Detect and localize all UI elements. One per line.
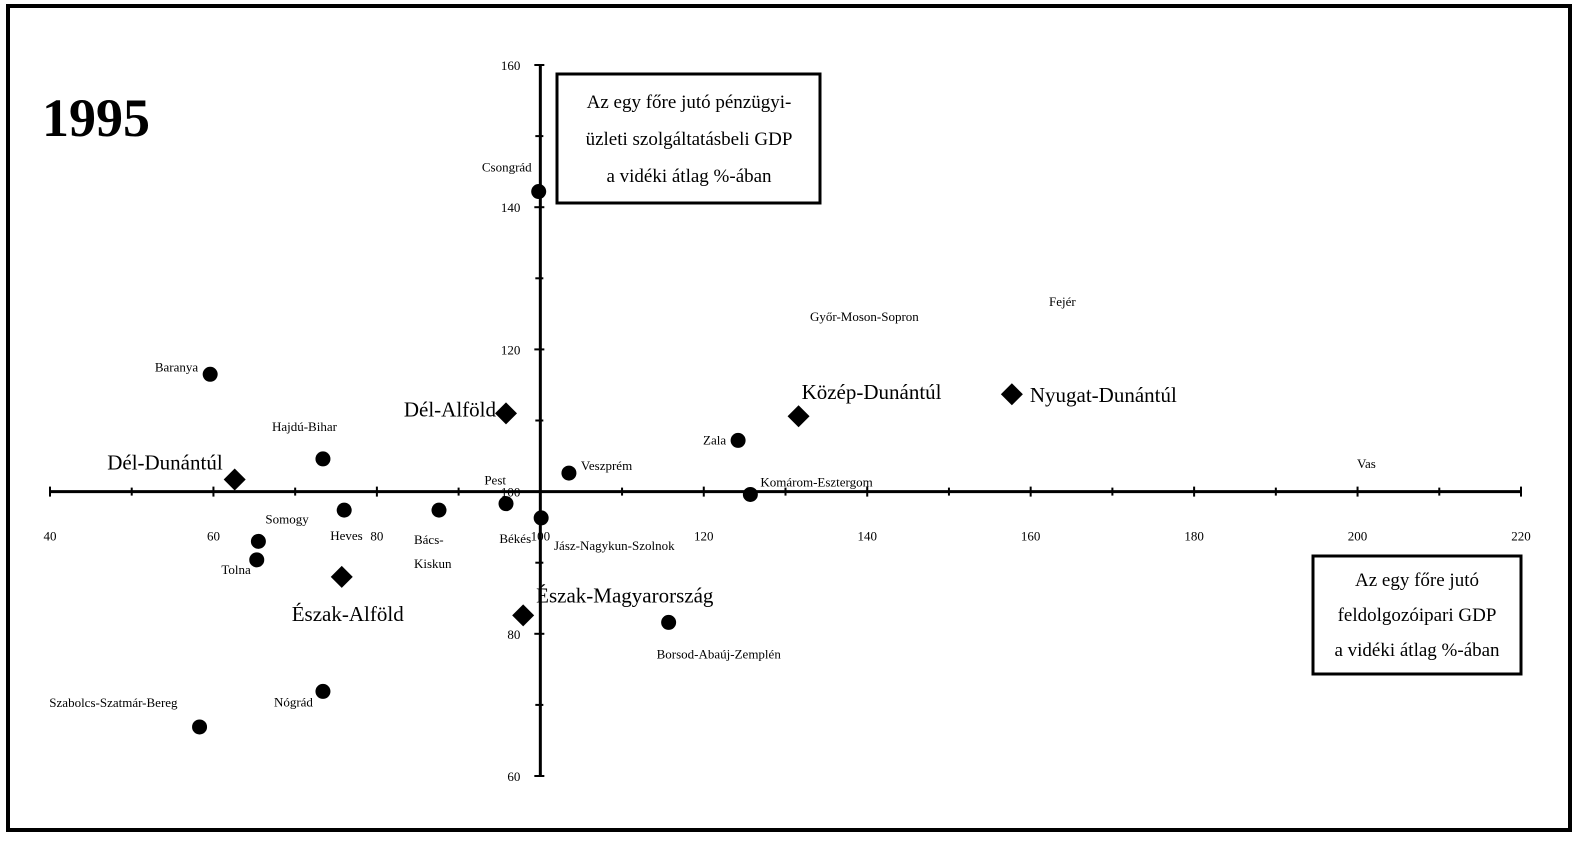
county-label: Heves	[330, 528, 363, 543]
x-tick-label: 80	[370, 529, 383, 544]
x-axis-title-frame	[1311, 554, 1523, 676]
x-tick-label: 140	[857, 529, 877, 544]
county-point	[249, 552, 265, 568]
region-label: Észak-Alföld	[292, 602, 404, 626]
region-point	[1000, 383, 1023, 406]
y-tick-label: 60	[507, 769, 520, 784]
y-tick-label: 120	[501, 342, 521, 357]
tick-labels: 40 60 80 100 120 140 160 180 200 220 60 80 100 120 140…	[44, 58, 1531, 784]
x-axis-title-line-3: a vidéki átlag %-ában	[1334, 640, 1500, 661]
county-point	[315, 451, 331, 467]
county-point	[431, 502, 447, 518]
county-label: Békés	[499, 531, 531, 546]
county-label: Vas	[1357, 456, 1376, 471]
county-label: Győr-Moson-Sopron	[810, 309, 919, 324]
county-point	[531, 184, 547, 200]
x-tick-label: 180	[1184, 529, 1204, 544]
county-label: Zala	[703, 432, 726, 447]
x-tick-label: 200	[1348, 529, 1368, 544]
y-tick-label: 160	[501, 58, 521, 73]
chart-title: 1995	[42, 88, 150, 148]
y-tick-label: 80	[507, 627, 520, 642]
y-axis-title-frame	[555, 72, 822, 205]
county-point	[498, 496, 514, 512]
region-point	[330, 565, 353, 588]
county-point	[202, 366, 218, 382]
region-point	[512, 604, 535, 627]
county-point	[561, 465, 577, 481]
axes	[49, 64, 1522, 777]
y-axis-title-box: Az egy főre jutó pénzügyi- üzleti szolgá…	[555, 72, 822, 205]
region-point	[495, 402, 518, 425]
x-tick-label: 220	[1511, 529, 1531, 544]
x-axis-title-box: Az egy főre jutó feldolgozóipari GDP a v…	[1311, 554, 1523, 676]
y-axis-title-line-3: a vidéki átlag %-ában	[606, 166, 772, 187]
county-point	[336, 502, 352, 518]
y-tick-label: 140	[501, 200, 521, 215]
county-label: Baranya	[155, 359, 199, 374]
x-tick-label: 60	[207, 529, 220, 544]
x-axis-title-line-1: Az egy főre jutó	[1355, 570, 1479, 591]
data-marks: Csongrád Baranya Hajdú-Bihar Pest Veszprém Za…	[49, 160, 1376, 735]
county-label: Komárom-Esztergom	[760, 474, 872, 489]
region-label: Dél-Dunántúl	[107, 451, 223, 475]
county-label: Somogy	[265, 511, 309, 526]
county-label: Csongrád	[482, 160, 532, 175]
region-label: Közép-Dunántúl	[802, 380, 942, 404]
x-tick-label: 100	[531, 529, 551, 544]
x-tick-label: 160	[1021, 529, 1041, 544]
county-label: Jász-Nagykun-Szolnok	[554, 538, 675, 553]
county-label: Bács-	[414, 532, 444, 547]
county-label: Pest	[484, 473, 506, 488]
county-label: Veszprém	[581, 458, 632, 473]
x-tick-label: 40	[44, 529, 57, 544]
county-point	[533, 510, 549, 526]
county-label: Hajdú-Bihar	[272, 419, 338, 434]
y-axis-title-line-1: Az egy főre jutó pénzügyi-	[587, 92, 792, 113]
county-label: Kiskun	[414, 556, 452, 571]
chart-frame	[6, 4, 1572, 832]
county-point	[250, 533, 266, 549]
y-tick-label: 100	[501, 485, 521, 500]
y-axis-title-line-2: üzleti szolgáltatásbeli GDP	[586, 129, 793, 150]
county-label: Borsod-Abaúj-Zemplén	[657, 646, 782, 661]
region-point	[223, 468, 246, 491]
region-point	[787, 405, 810, 428]
county-label: Nógrád	[274, 694, 313, 709]
county-point	[315, 683, 331, 699]
x-tick-label: 120	[694, 529, 714, 544]
county-point	[730, 432, 746, 448]
county-label: Szabolcs-Szatmár-Bereg	[49, 695, 178, 710]
x-axis-title-line-2: feldolgozóipari GDP	[1338, 605, 1497, 626]
county-label: Fejér	[1049, 294, 1076, 309]
region-label: Észak-Magyarország	[536, 583, 714, 607]
county-point	[661, 614, 677, 630]
region-label: Nyugat-Dunántúl	[1030, 383, 1177, 407]
county-point	[742, 486, 758, 502]
region-label: Dél-Alföld	[404, 397, 497, 421]
county-point	[192, 719, 208, 735]
county-label: Tolna	[221, 562, 251, 577]
